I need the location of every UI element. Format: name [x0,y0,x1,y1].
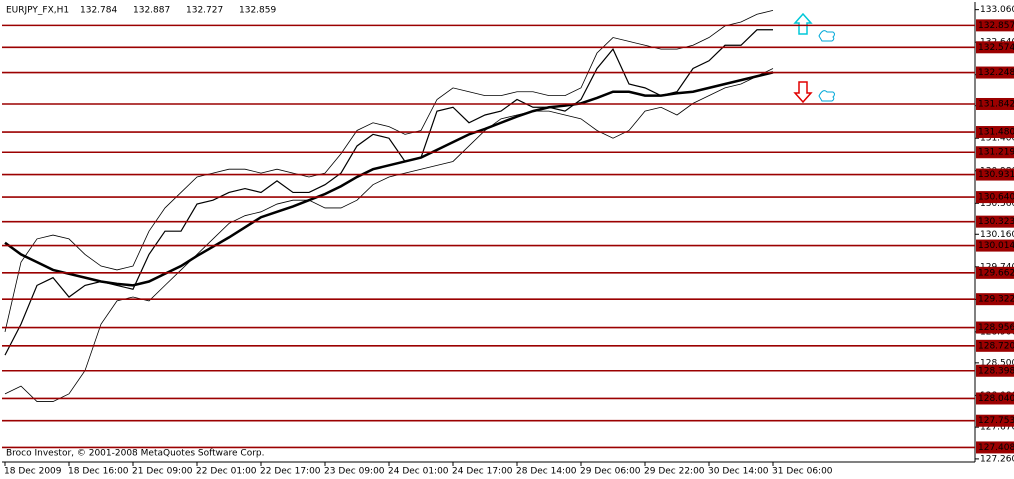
y-tick-label: 131.400 [980,134,1014,144]
level-label-box [976,339,1014,352]
level-label: 132.248 [978,68,1014,78]
level-label: 131.219 [978,148,1014,158]
x-tick-label: 24 Dec 01:00 [388,467,449,477]
level-label: 132.574 [978,43,1014,53]
y-tick-label: 130.560 [980,199,1014,209]
ohlc-value: 132.784 [80,6,117,16]
x-tick-label: 18 Dec 2009 [4,467,62,477]
level-label: 127.408 [978,443,1014,453]
level-label-box [976,321,1014,334]
x-tick-label: 29 Dec 06:00 [580,467,641,477]
series-line [4,71,774,287]
level-label-box [976,392,1014,405]
series-line [4,10,774,332]
level-label-box [976,66,1014,79]
down-arrow [793,81,813,104]
level-label: 131.842 [978,99,1014,109]
series-line [4,29,773,356]
level-label: 128.720 [978,341,1014,351]
level-label: 131.480 [978,128,1014,138]
level-label-box [976,146,1014,159]
y-tick-label: 127.670 [980,423,1014,433]
level-label-box [976,168,1014,181]
level-label-box [976,41,1014,54]
level-label-box [976,293,1014,306]
level-label: 128.956 [978,323,1014,333]
level-label-box [976,239,1014,252]
ohlc-value: 132.859 [239,6,276,16]
level-label: 127.753 [978,416,1014,426]
level-label-box [976,191,1014,204]
x-tick-label: 29 Dec 22:00 [644,467,705,477]
y-tick-label: 128.500 [980,358,1014,368]
y-tick-label: 133.060 [980,5,1014,15]
level-label: 130.014 [978,241,1014,251]
annotation: Broco Investor, © 2001-2008 MetaQuotes S… [6,449,265,459]
level-label: 130.640 [978,193,1014,203]
chart-title: EURJPY_FX,H1 [6,6,69,16]
level-label: 130.323 [978,217,1014,227]
level-label: 128.398 [978,366,1014,376]
thumb-icon [818,90,835,102]
x-tick-label: 21 Dec 09:00 [132,467,193,477]
level-label: 129.322 [978,295,1014,305]
thumb-icon [818,30,835,42]
level-label: 129.662 [978,268,1014,278]
x-tick-label: 23 Dec 09:00 [324,467,385,477]
level-label-box [976,215,1014,228]
x-tick-label: 24 Dec 17:00 [452,467,513,477]
x-tick-label: 18 Dec 16:00 [68,467,129,477]
ohlc-value: 132.727 [186,6,223,16]
y-tick-label: 127.260 [980,454,1014,464]
level-label: 132.857 [978,21,1014,31]
ohlc-value: 132.887 [133,6,170,16]
series-line [4,68,774,402]
level-label-box [976,97,1014,110]
level-label-box [976,364,1014,377]
level-label-box [976,126,1014,139]
y-tick-label: 130.160 [980,230,1014,240]
x-tick-label: 30 Dec 14:00 [708,467,769,477]
x-tick-label: 28 Dec 14:00 [516,467,577,477]
x-tick-label: 31 Dec 06:00 [772,467,833,477]
x-tick-label: 22 Dec 01:00 [196,467,257,477]
x-tick-label: 22 Dec 17:00 [260,467,321,477]
level-label-box [976,414,1014,427]
level-label: 130.931 [978,170,1014,180]
level-label-box [976,19,1014,32]
level-label: 128.040 [978,394,1014,404]
level-label-box [976,441,1014,454]
up-arrow [793,12,813,35]
level-label-box [976,266,1014,279]
